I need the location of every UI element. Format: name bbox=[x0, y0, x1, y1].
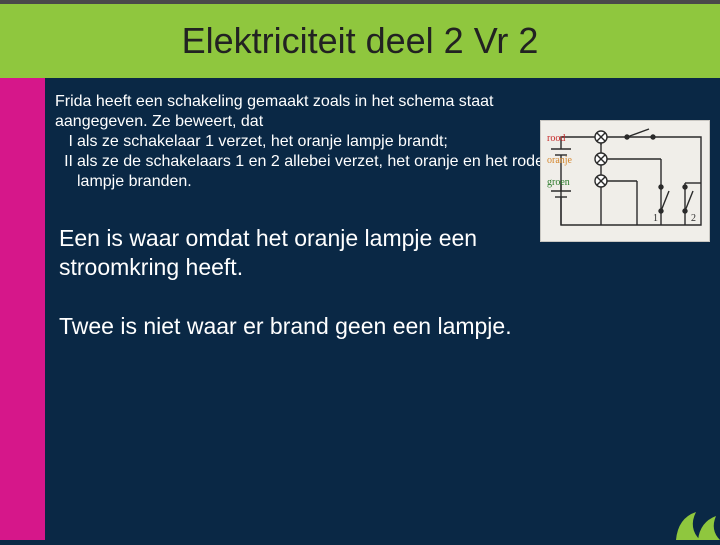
switch-label-2: 2 bbox=[691, 213, 696, 224]
switch-label-1: 1 bbox=[653, 213, 658, 224]
circuit-diagram: rood oranje groen 1 2 bbox=[540, 120, 710, 242]
answer-2: Twee is niet waar er brand geen een lamp… bbox=[55, 312, 555, 341]
lamp-label-rood: rood bbox=[547, 133, 565, 144]
statement-1-text: als ze schakelaar 1 verzet, het oranje l… bbox=[77, 132, 555, 152]
leaf-icon bbox=[658, 498, 720, 540]
statements: I als ze schakelaar 1 verzet, het oranje… bbox=[55, 132, 555, 192]
lamp-label-oranje: oranje bbox=[547, 155, 573, 166]
statement-1-num: I bbox=[55, 132, 77, 152]
answer-1: Een is waar omdat het oranje lampje een … bbox=[55, 224, 555, 282]
question-intro: Frida heeft een schakeling gemaakt zoals… bbox=[55, 92, 555, 132]
statement-1: I als ze schakelaar 1 verzet, het oranje… bbox=[55, 132, 555, 152]
page-title: Elektriciteit deel 2 Vr 2 bbox=[182, 20, 539, 62]
left-sidebar bbox=[0, 78, 45, 540]
lamp-label-groen: groen bbox=[547, 177, 570, 188]
title-banner: Elektriciteit deel 2 Vr 2 bbox=[0, 4, 720, 78]
statement-2-num: II bbox=[55, 152, 77, 192]
statement-2: II als ze de schakelaars 1 en 2 allebei … bbox=[55, 152, 555, 192]
statement-2-text: als ze de schakelaars 1 en 2 allebei ver… bbox=[77, 152, 555, 192]
